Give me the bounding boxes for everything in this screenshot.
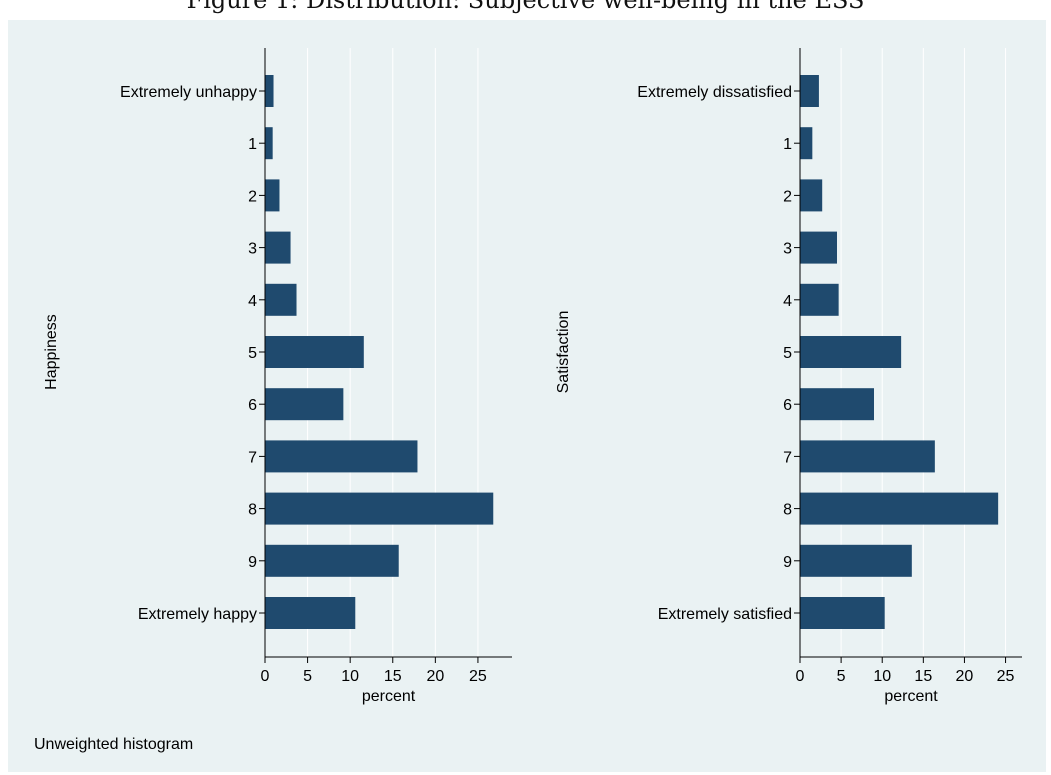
chart1-x-tick-label: 20	[426, 668, 444, 685]
chart2-x-tick-label: 25	[997, 668, 1015, 685]
chart2-x-axis-title: percent	[884, 688, 938, 705]
chart1-category-label: 9	[248, 554, 257, 571]
chart2-category-label: 3	[783, 241, 792, 258]
chart2-bar	[800, 231, 837, 264]
chart2-x-tick-label: 10	[873, 668, 891, 685]
chart1-category-label: 7	[248, 449, 257, 466]
chart1-category-label: Extremely happy	[138, 606, 257, 623]
chart2-bar	[800, 492, 999, 525]
chart1-x-tick-label: 15	[384, 668, 402, 685]
chart1-bar	[265, 75, 274, 107]
chart2-category-label: 8	[783, 502, 792, 519]
chart1-category-label: 4	[248, 293, 257, 310]
chart2-category-label: 6	[783, 397, 792, 414]
chart2-category-label: 2	[783, 188, 792, 205]
chart2-x-tick-label: 5	[837, 668, 846, 685]
chart2-bar	[800, 388, 874, 421]
chart2-category-label: Extremely satisfied	[658, 606, 792, 623]
chart2-bar	[800, 179, 823, 212]
chart1-category-label: 2	[248, 188, 257, 205]
chart2-bar	[800, 336, 902, 368]
chart2-bar	[800, 597, 885, 629]
chart2-category-label: Extremely dissatisfied	[637, 84, 792, 101]
note-text: Unweighted histogram	[34, 736, 194, 753]
chart1-category-label: Extremely unhappy	[120, 84, 257, 101]
chart1-bar	[265, 283, 297, 316]
chart2-bar	[800, 283, 839, 316]
chart1-bar	[265, 597, 356, 629]
figure-title: Figure 1: Distribution: Subjective well-…	[186, 0, 865, 14]
chart2-category-label: 1	[783, 136, 792, 153]
chart2-category-label: 5	[783, 345, 792, 362]
chart2-x-tick-label: 0	[796, 668, 805, 685]
chart1-bar	[265, 336, 364, 368]
chart2-x-tick-label: 15	[914, 668, 932, 685]
chart1-x-axis-title: percent	[362, 688, 416, 705]
chart1-category-label: 6	[248, 397, 257, 414]
chart2-x-tick-label: 20	[956, 668, 974, 685]
chart1-category-label: 5	[248, 345, 257, 362]
chart2-bar	[800, 544, 912, 577]
chart1-bar	[265, 388, 344, 421]
chart1-category-label: 8	[248, 502, 257, 519]
chart1-x-tick-label: 25	[469, 668, 487, 685]
chart2-bar	[800, 127, 813, 160]
chart1-y-axis-title: Happiness	[43, 314, 60, 390]
chart1-bar	[265, 440, 418, 473]
chart1-x-tick-label: 5	[303, 668, 312, 685]
chart2-bar	[800, 75, 819, 107]
chart2-bar	[800, 440, 935, 473]
chart1-category-label: 3	[248, 241, 257, 258]
chart1-x-tick-label: 0	[261, 668, 270, 685]
chart2-category-label: 9	[783, 554, 792, 571]
chart2-category-label: 4	[783, 293, 792, 310]
chart1-bar	[265, 127, 273, 160]
chart1-category-label: 1	[248, 136, 257, 153]
chart1-bar	[265, 231, 291, 264]
chart2-y-axis-title: Satisfaction	[555, 311, 572, 394]
chart1-bar	[265, 179, 280, 212]
chart1-bar	[265, 492, 494, 525]
chart1-bar	[265, 544, 399, 577]
chart1-x-tick-label: 10	[341, 668, 359, 685]
chart2-category-label: 7	[783, 449, 792, 466]
